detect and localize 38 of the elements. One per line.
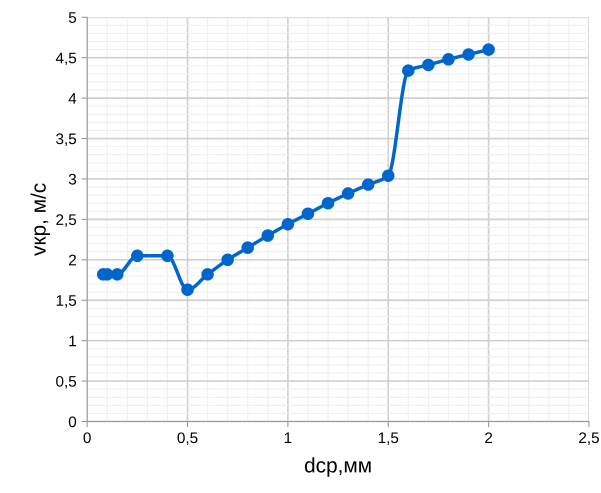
point — [322, 196, 334, 210]
x-tick-label: 2,5 — [579, 432, 599, 445]
y-tick-label: 4 — [68, 93, 76, 104]
point — [221, 254, 234, 266]
point — [262, 229, 274, 242]
x-tick-label: 0,5 — [177, 432, 198, 445]
y-axis-title: vкр, м/с — [30, 183, 50, 256]
point — [482, 43, 495, 56]
x-tick-label: 0 — [83, 432, 91, 444]
point — [342, 187, 354, 200]
point — [422, 58, 435, 72]
x-tick-label: 2 — [485, 432, 492, 444]
point — [131, 250, 144, 262]
y-tick-label: 5 — [68, 12, 76, 23]
y-tick-label: 1 — [69, 336, 76, 346]
y-tick-label: 2 — [69, 254, 76, 266]
point — [442, 53, 455, 66]
y-tick-label: 0 — [68, 416, 76, 428]
point — [462, 48, 475, 61]
point — [362, 178, 374, 191]
point — [402, 64, 415, 77]
point — [302, 207, 314, 220]
point — [282, 218, 294, 230]
point — [161, 250, 174, 262]
point — [382, 169, 394, 182]
x-tick-label: 1,5 — [378, 432, 398, 445]
y-tick-label: 4,5 — [56, 52, 76, 66]
y-tick-label: 3,5 — [56, 133, 76, 146]
y-tick-label: 3 — [68, 174, 76, 185]
y-tick-label: 1,5 — [56, 295, 76, 308]
point — [241, 241, 254, 254]
point — [181, 283, 194, 296]
point — [111, 268, 124, 281]
y-tick-label: 2,5 — [56, 214, 76, 227]
point — [201, 268, 214, 281]
x-axis-title: dср,мм — [304, 457, 371, 477]
x-tick-label: 1 — [284, 432, 292, 444]
y-tick-label: 0,5 — [56, 376, 76, 389]
